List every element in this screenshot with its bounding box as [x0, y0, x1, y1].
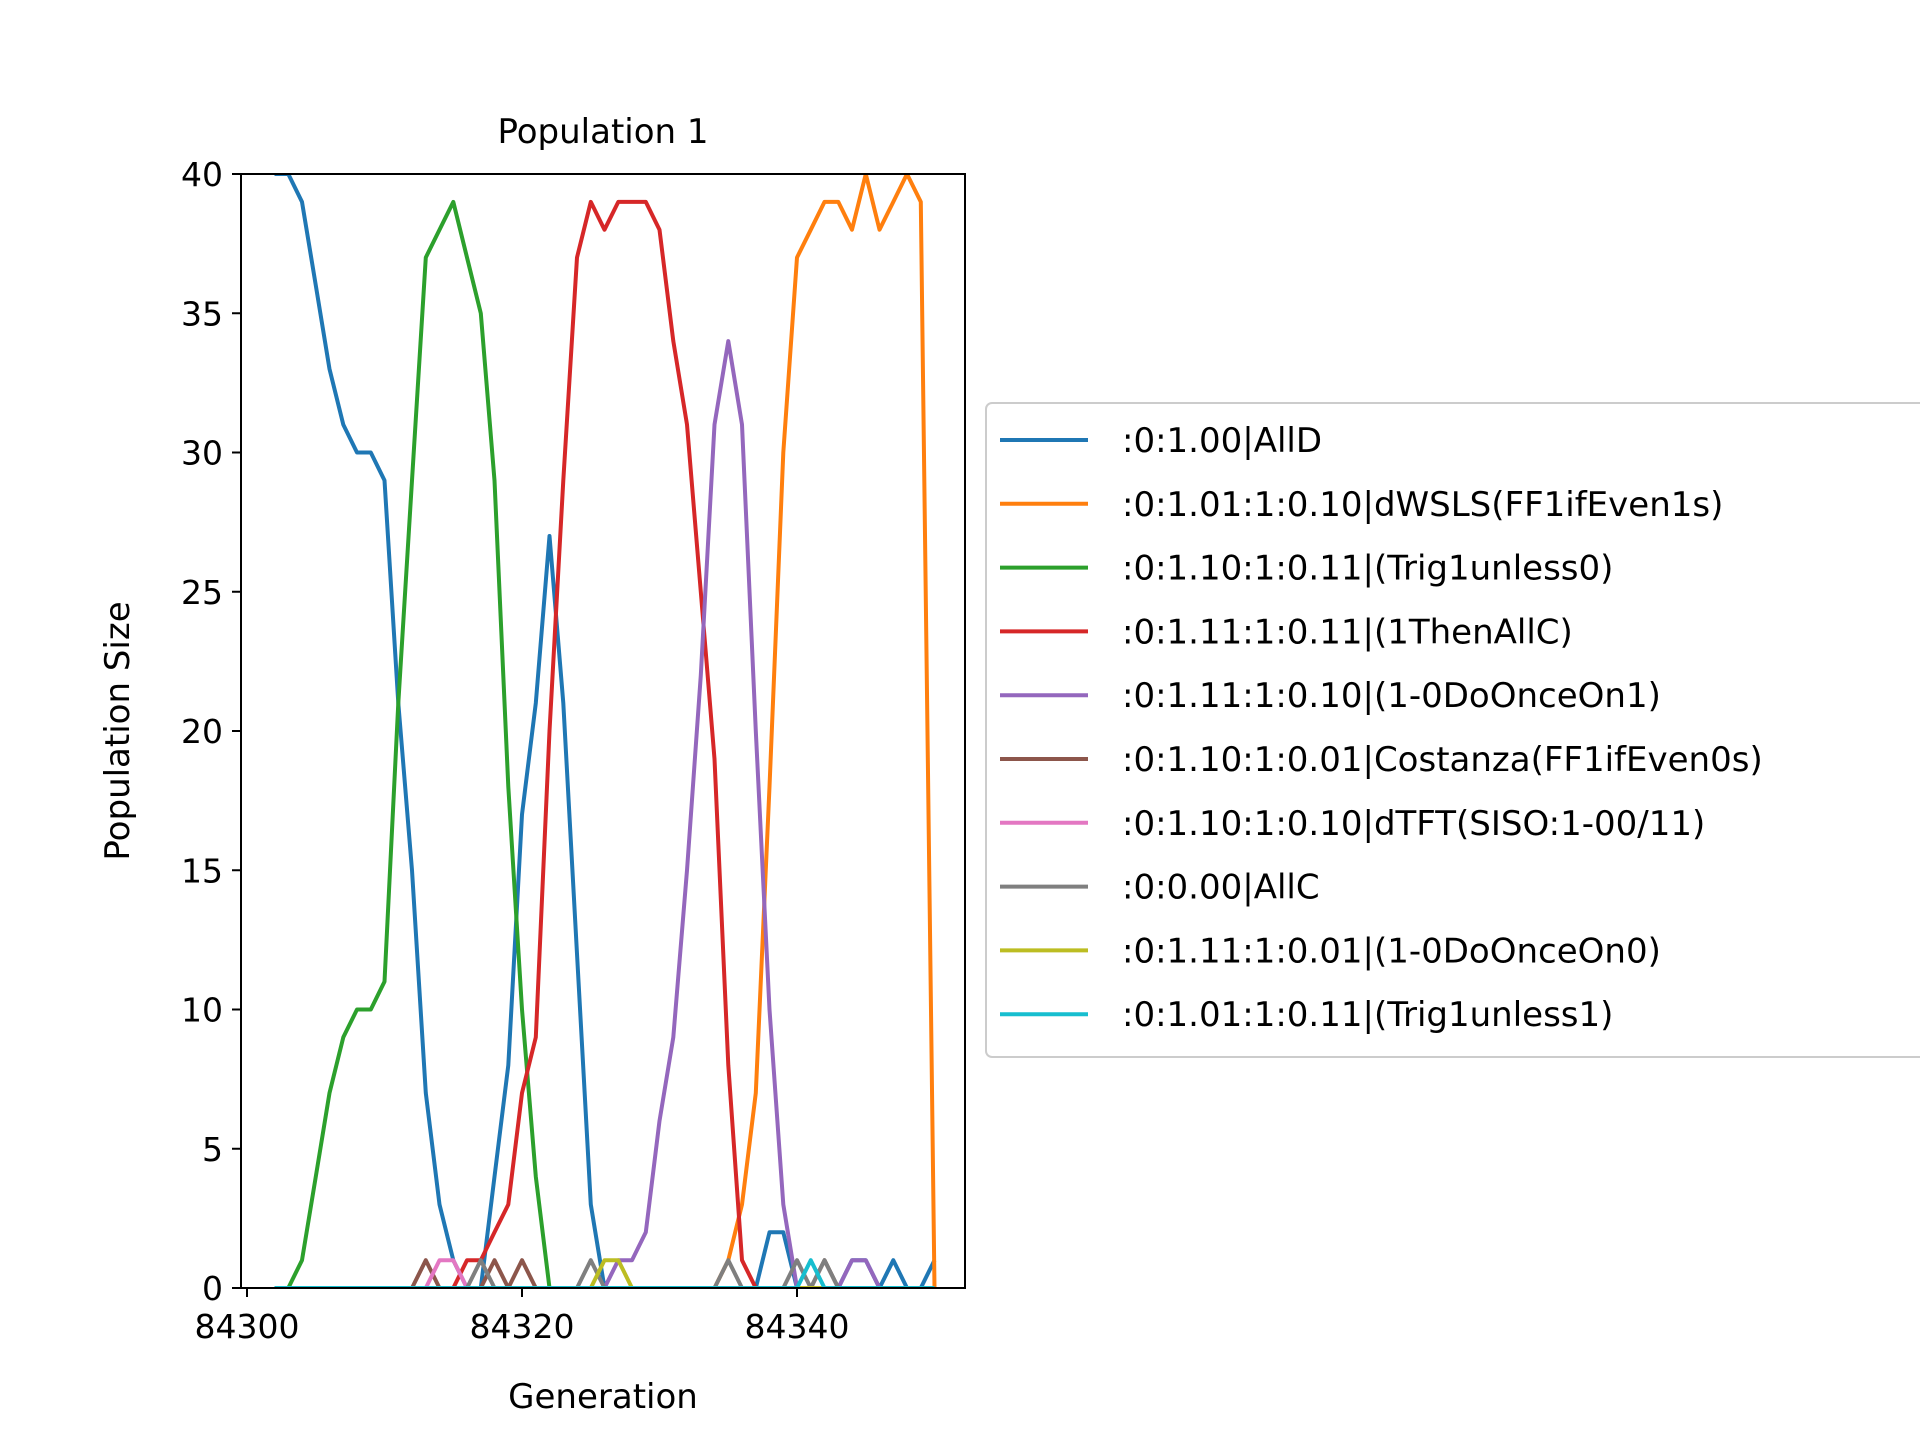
legend-item: :0:1.01:1:0.11|(Trig1unless1)	[1000, 995, 1613, 1035]
x-axis: 84300 84320 84340	[195, 1288, 850, 1346]
legend-label: :0:1.11:1:0.11|(1ThenAllC)	[1122, 612, 1573, 652]
legend-item: :0:1.10:1:0.10|dTFT(SISO:1-00/11)	[1000, 804, 1705, 844]
legend-item: :0:1.10:1:0.11|(Trig1unless0)	[1000, 549, 1613, 589]
legend: :0:1.00|AllD :0:1.01:1:0.10|dWSLS(FF1ifEv…	[985, 402, 1920, 1058]
legend-label: :0:1.10:1:0.11|(Trig1unless0)	[1122, 549, 1613, 589]
legend-label: :0:1.11:1:0.01|(1-0DoOnceOn0)	[1122, 931, 1661, 971]
y-axis: 0 5 10 15 20 25 30 35 40	[181, 155, 241, 1308]
x-tick-label: 84320	[470, 1307, 575, 1346]
y-tick-label: 40	[181, 155, 223, 194]
legend-item: :0:0.00|AllC	[1000, 868, 1320, 908]
legend-label: :0:1.11:1:0.10|(1-0DoOnceOn1)	[1122, 676, 1661, 716]
y-tick-label: 25	[181, 573, 223, 612]
legend-label: :0:1.10:1:0.01|Costanza(FF1ifEven0s)	[1122, 740, 1763, 780]
x-tick-label: 84300	[195, 1307, 300, 1346]
legend-label: :0:0.00|AllC	[1122, 868, 1320, 908]
legend-label: :0:1.10:1:0.10|dTFT(SISO:1-00/11)	[1122, 804, 1705, 844]
x-tick-label: 84340	[745, 1307, 850, 1346]
y-tick-label: 35	[181, 294, 223, 333]
y-axis-label: Population Size	[98, 601, 138, 860]
legend-item: :0:1.11:1:0.11|(1ThenAllC)	[1000, 612, 1573, 652]
legend-label: :0:1.01:1:0.10|dWSLS(FF1ifEven1s)	[1122, 485, 1723, 525]
x-axis-label: Generation	[508, 1377, 698, 1417]
legend-item: :0:1.00|AllD	[1000, 421, 1322, 461]
plot-area	[240, 173, 966, 1289]
legend-item: :0:1.01:1:0.10|dWSLS(FF1ifEven1s)	[1000, 485, 1723, 525]
y-tick-label: 15	[181, 851, 223, 890]
y-tick-label: 5	[202, 1130, 223, 1169]
legend-item: :0:1.11:1:0.01|(1-0DoOnceOn0)	[1000, 931, 1661, 971]
legend-items: :0:1.00|AllD :0:1.01:1:0.10|dWSLS(FF1ifEv…	[1000, 421, 1763, 1035]
legend-label: :0:1.01:1:0.11|(Trig1unless1)	[1122, 995, 1613, 1035]
legend-label: :0:1.00|AllD	[1122, 421, 1322, 461]
y-tick-label: 0	[202, 1269, 223, 1308]
chart-title: Population 1	[497, 112, 708, 152]
legend-item: :0:1.11:1:0.10|(1-0DoOnceOn1)	[1000, 676, 1661, 716]
legend-frame	[985, 402, 1920, 1058]
legend-item: :0:1.10:1:0.01|Costanza(FF1ifEven0s)	[1000, 740, 1763, 780]
y-tick-label: 20	[181, 712, 223, 751]
y-tick-label: 10	[181, 991, 223, 1030]
y-tick-label: 30	[181, 434, 223, 473]
